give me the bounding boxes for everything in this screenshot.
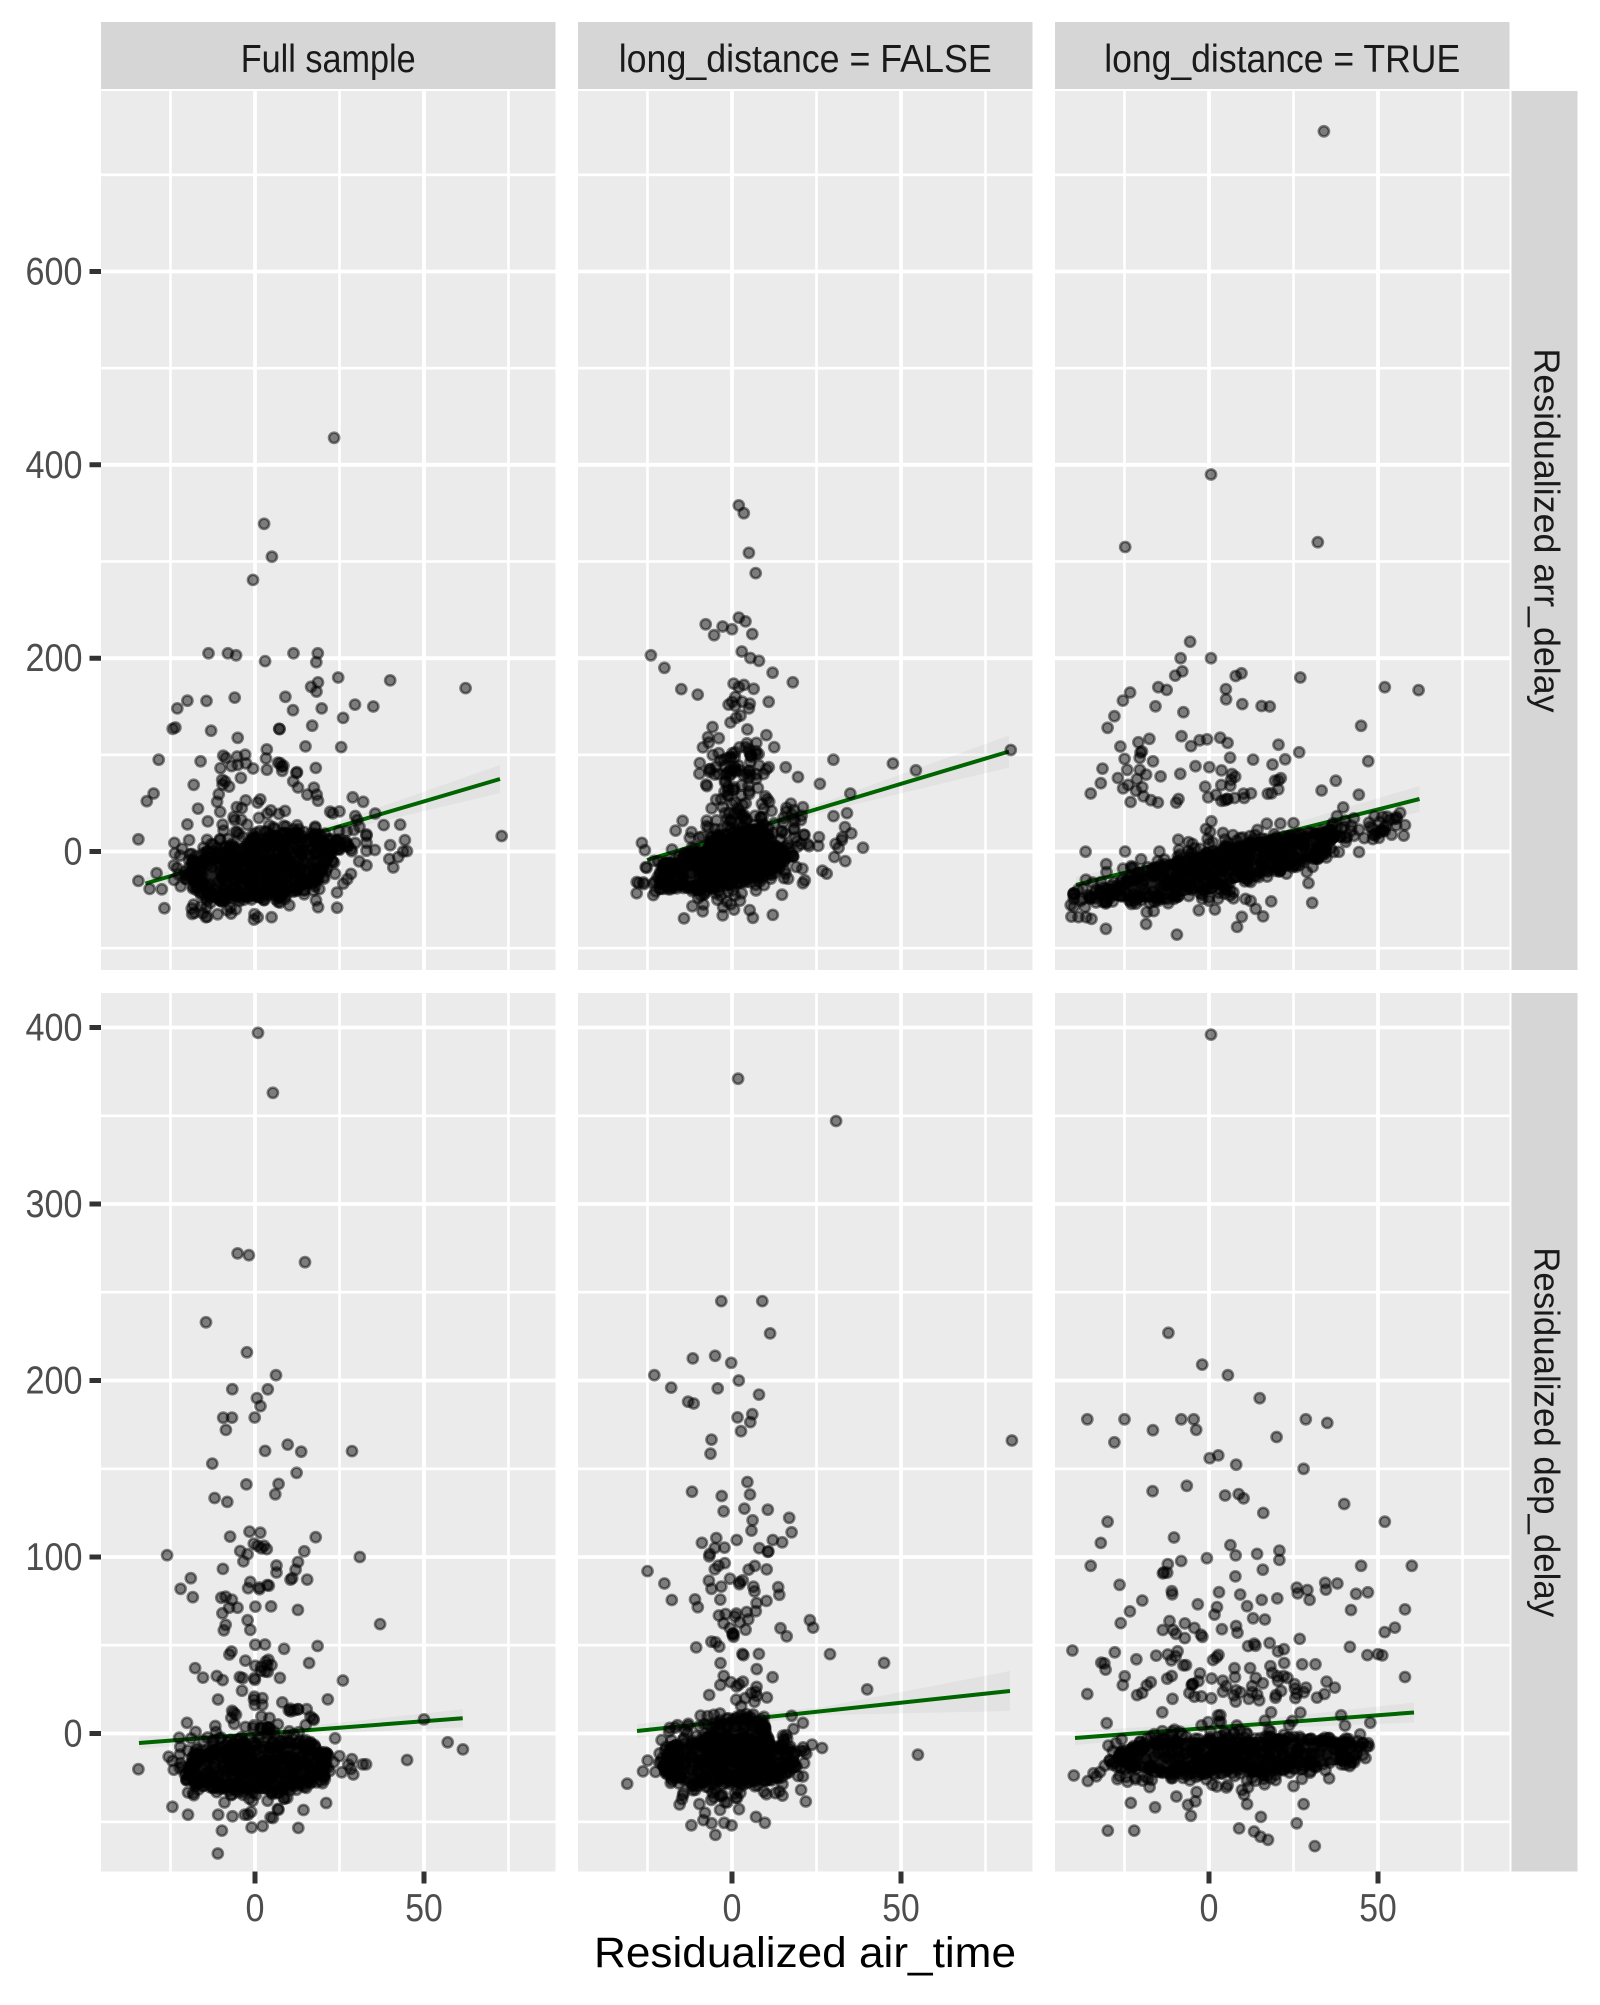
svg-text:50: 50 — [882, 1887, 920, 1930]
svg-text:50: 50 — [405, 1887, 443, 1930]
svg-text:0: 0 — [64, 1713, 83, 1756]
svg-text:50: 50 — [1359, 1887, 1397, 1930]
svg-text:Residualized air_time: Residualized air_time — [594, 1929, 1016, 1977]
svg-text:300: 300 — [26, 1183, 83, 1226]
svg-text:long_distance = TRUE: long_distance = TRUE — [1104, 38, 1460, 81]
svg-text:0: 0 — [64, 831, 83, 874]
svg-text:600: 600 — [26, 251, 83, 294]
svg-text:200: 200 — [26, 637, 83, 680]
svg-text:Full sample: Full sample — [241, 38, 416, 81]
svg-text:0: 0 — [723, 1887, 742, 1930]
svg-text:400: 400 — [26, 444, 83, 487]
svg-text:Residualized arr_delay: Residualized arr_delay — [1527, 349, 1568, 713]
svg-text:long_distance = FALSE: long_distance = FALSE — [619, 38, 992, 81]
svg-text:100: 100 — [26, 1536, 83, 1579]
svg-text:400: 400 — [26, 1007, 83, 1050]
svg-text:Residualized dep_delay: Residualized dep_delay — [1527, 1247, 1568, 1617]
svg-text:200: 200 — [26, 1360, 83, 1403]
svg-text:0: 0 — [1200, 1887, 1219, 1930]
svg-text:0: 0 — [246, 1887, 265, 1930]
